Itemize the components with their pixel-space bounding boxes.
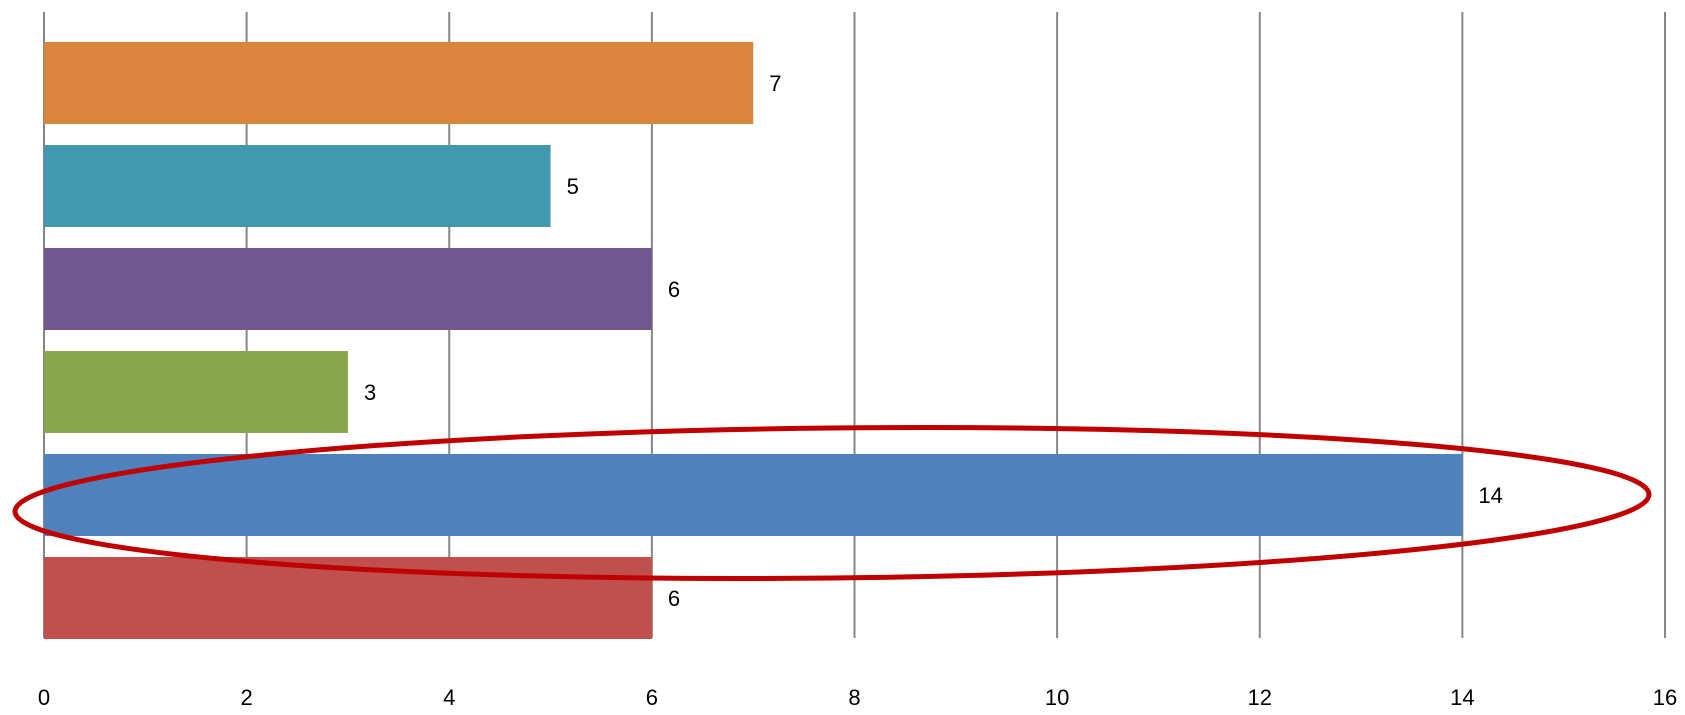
- x-tick-label-12: 12: [1248, 685, 1272, 710]
- bar-1: [44, 42, 754, 124]
- bar-3: [44, 248, 652, 330]
- bar-4: [44, 351, 348, 433]
- data-label-1: 7: [769, 71, 781, 96]
- x-tick-label-2: 2: [241, 685, 253, 710]
- bar-2: [44, 145, 551, 227]
- x-tick-label-14: 14: [1450, 685, 1474, 710]
- x-tick-label-16: 16: [1653, 685, 1677, 710]
- bar-5: [44, 454, 1463, 536]
- x-tick-label-6: 6: [646, 685, 658, 710]
- annotations: [12, 425, 1652, 581]
- data-label-3: 6: [668, 277, 680, 302]
- x-axis-ticks: 0 2 4 6 8 10 12 14 16: [38, 685, 1677, 710]
- x-tick-label-8: 8: [848, 685, 860, 710]
- x-tick-label-10: 10: [1045, 685, 1069, 710]
- data-label-6: 6: [668, 586, 680, 611]
- x-tick-label-4: 4: [443, 685, 455, 710]
- data-label-2: 5: [567, 174, 579, 199]
- data-labels: 7 5 6 3 14 6: [364, 71, 1503, 611]
- data-label-4: 3: [364, 380, 376, 405]
- x-tick-label-0: 0: [38, 685, 50, 710]
- data-label-5: 14: [1478, 483, 1502, 508]
- highlight-ellipse: [12, 425, 1652, 581]
- bars: [44, 42, 1463, 639]
